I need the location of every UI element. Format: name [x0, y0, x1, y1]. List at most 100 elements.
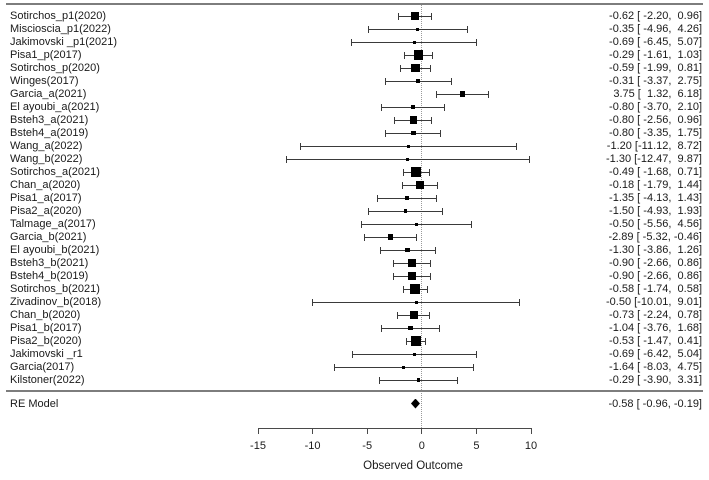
effect-square	[387, 234, 393, 240]
ci-cap-left	[376, 194, 378, 202]
study-label: Pisa1_b(2017)	[10, 321, 82, 334]
top-border-line	[6, 3, 703, 5]
ci-cap-right	[456, 376, 458, 384]
ci-value: -1.04 [ -3.76, 1.68]	[609, 321, 702, 334]
ci-cap-left	[393, 116, 395, 124]
summary-label: RE Model	[10, 398, 59, 410]
ci-cap-right	[450, 77, 452, 85]
study-label: El ayoubi_b(2021)	[10, 243, 100, 256]
ci-cap-left	[363, 233, 365, 241]
study-label: Jakimovski _r1	[10, 347, 83, 360]
ci-value: -1.30 [ -3.86, 1.26]	[609, 243, 702, 256]
x-axis-tick-label: -5	[362, 440, 373, 452]
ci-value: -1.30 [-12.47, 9.87]	[605, 152, 702, 165]
ci-value: -0.69 [ -6.42, 5.04]	[609, 347, 702, 360]
study-label: Garcia(2017)	[10, 360, 75, 373]
study-label: Sotirchos_a(2021)	[10, 165, 100, 178]
effect-square	[414, 300, 418, 304]
ci-cap-left	[351, 350, 353, 358]
study-label: Sotirchos_p(2020)	[10, 61, 100, 74]
x-axis-tick	[257, 428, 259, 434]
ci-value: -0.62 [ -2.20, 0.96]	[609, 9, 702, 22]
summary-divider-line	[6, 390, 703, 392]
ci-value: -0.18 [ -1.79, 1.44]	[609, 178, 702, 191]
ci-value: -0.80 [ -3.70, 2.10]	[609, 100, 702, 113]
effect-square	[410, 130, 416, 136]
effect-square	[403, 209, 408, 213]
ci-value: -1.50 [ -4.93, 1.93]	[609, 204, 702, 217]
ci-cap-right	[428, 168, 430, 176]
ci-cap-right	[470, 220, 472, 228]
ci-value: -0.50 [ -5.56, 4.56]	[609, 217, 702, 230]
ci-value: -1.20 [-11.12, 8.72]	[606, 139, 702, 152]
study-label: Chan_a(2020)	[10, 178, 81, 191]
ci-cap-left	[402, 181, 404, 189]
study-label: Talmage_a(2017)	[10, 217, 96, 230]
study-label: Bsteh4_b(2019)	[10, 269, 89, 282]
ci-value: -0.35 [ -4.96, 4.26]	[609, 22, 702, 35]
ci-value: -0.49 [ -1.68, 0.71]	[609, 165, 702, 178]
ci-cap-left	[379, 376, 381, 384]
study-label: Garcia_a(2021)	[10, 87, 87, 100]
ci-cap-left	[361, 220, 363, 228]
ci-value: -0.29 [ -1.61, 1.03]	[609, 48, 702, 61]
ci-cap-right	[475, 350, 477, 358]
ci-value: -0.29 [ -3.90, 3.31]	[609, 373, 702, 386]
ci-cap-right	[434, 246, 436, 254]
ci-cap-left	[404, 51, 406, 59]
ci-cap-right	[429, 64, 431, 72]
ci-cap-right	[528, 155, 530, 163]
ci-value: -0.69 [ -6.45, 5.07]	[609, 35, 702, 48]
ci-cap-left	[400, 64, 402, 72]
effect-square	[460, 91, 466, 97]
ci-cap-right	[429, 311, 431, 319]
ci-cap-right	[432, 51, 434, 59]
study-label: Bsteh4_a(2019)	[10, 126, 89, 139]
ci-cap-left	[384, 77, 386, 85]
x-axis-tick	[475, 428, 477, 434]
ci-cap-right	[431, 12, 433, 20]
ci-cap-left	[334, 363, 336, 371]
effect-square	[408, 325, 413, 331]
study-label: Pisa1_p(2017)	[10, 48, 82, 61]
ci-cap-left	[392, 272, 394, 280]
ci-value: -0.31 [ -3.37, 2.75]	[609, 74, 702, 87]
study-label: Wang_a(2022)	[10, 139, 83, 152]
effect-square	[406, 157, 410, 161]
ci-cap-left	[381, 103, 383, 111]
ci-value: -0.80 [ -2.56, 0.96]	[609, 113, 702, 126]
ci-cap-left	[380, 324, 382, 332]
x-axis-tick-label: 0	[418, 440, 425, 452]
ci-cap-left	[405, 337, 407, 345]
effect-square	[408, 259, 416, 267]
effect-square	[411, 12, 419, 20]
ci-cap-left	[436, 90, 438, 98]
study-label: Pisa2_a(2020)	[10, 204, 82, 217]
ci-cap-right	[443, 103, 445, 111]
effect-square	[412, 40, 416, 44]
ci-cap-left	[312, 298, 314, 306]
ci-cap-right	[427, 285, 429, 293]
ci-cap-left	[397, 311, 399, 319]
x-axis-tick	[312, 428, 314, 434]
ci-cap-right	[430, 272, 432, 280]
ci-cap-left	[379, 246, 381, 254]
x-axis-tick-label: -15	[250, 440, 266, 452]
study-label: Zivadinov_b(2018)	[10, 295, 102, 308]
ci-value: -0.53 [ -1.47, 0.41]	[609, 334, 702, 347]
effect-square	[409, 116, 417, 124]
ci-cap-left	[397, 12, 399, 20]
ci-value: -1.35 [ -4.13, 1.43]	[609, 191, 702, 204]
effect-square	[409, 310, 418, 320]
study-label: Bsteh3_a(2021)	[10, 113, 89, 126]
ci-value: -0.90 [ -2.66, 0.86]	[609, 256, 702, 269]
x-axis-tick-label: -10	[304, 440, 321, 452]
effect-square	[416, 378, 421, 382]
study-label: Bsteh3_b(2021)	[10, 256, 89, 269]
effect-square	[415, 181, 424, 189]
ci-value: -1.64 [ -8.03, 4.75]	[609, 360, 702, 373]
ci-value: -0.50 [-10.01, 9.01]	[605, 295, 702, 308]
ci-value: -0.90 [ -2.66, 0.86]	[609, 269, 702, 282]
ci-value: -2.89 [ -5.32, -0.46]	[608, 230, 702, 243]
ci-cap-right	[439, 324, 441, 332]
